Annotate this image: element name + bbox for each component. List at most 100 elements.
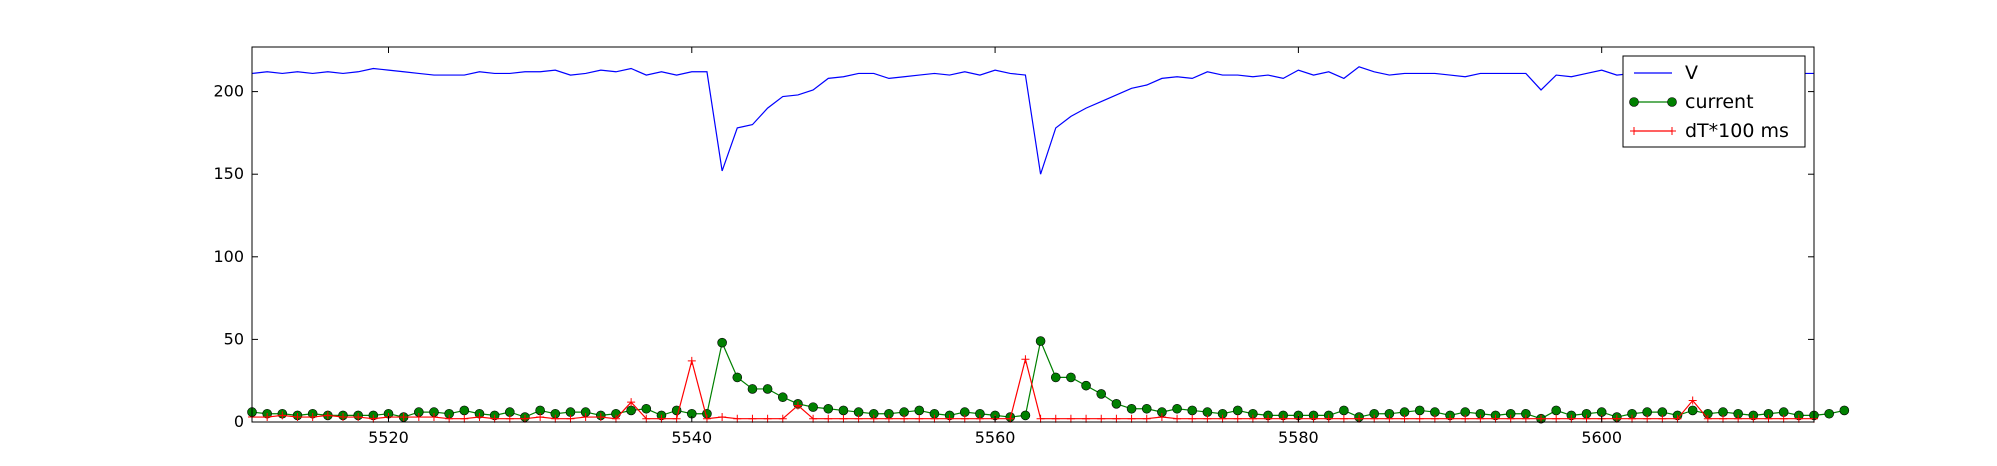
data-point [900,414,909,423]
data-point [1097,414,1106,423]
data-point [1127,414,1136,423]
data-point [1703,414,1712,423]
data-point [1141,403,1152,414]
series-line-v [251,66,1814,175]
data-point [763,414,772,423]
data-point [1324,414,1333,423]
data-point [1552,414,1561,423]
data-point [445,414,454,423]
data-point [1082,414,1091,423]
data-point [1521,414,1530,423]
data-point [960,414,969,423]
data-point [642,414,651,423]
data-point [278,411,287,420]
data-point [975,414,984,423]
data-point [657,414,666,423]
data-point [1187,405,1198,416]
legend-marker [1667,97,1677,107]
data-point [1142,414,1151,423]
legend-label: current [1685,91,1754,113]
data-point [1020,410,1031,421]
data-point [1673,414,1682,423]
data-point [308,413,317,422]
data-point [1066,414,1075,423]
data-point [823,403,834,414]
data-point [1050,372,1061,383]
data-point [778,414,787,423]
data-point [1248,414,1257,423]
data-point [1051,414,1060,423]
data-point [293,413,302,422]
data-point [1339,414,1348,423]
data-point [323,411,332,420]
data-point [747,384,758,394]
legend-label: V [1685,62,1698,84]
data-point [536,413,545,422]
data-point [1066,372,1076,383]
legend-marker [1629,97,1639,107]
data-point [1476,414,1485,423]
data-point [1035,336,1046,346]
data-point [1385,414,1394,423]
x-tick-label: 5520 [368,428,409,447]
data-point [263,413,272,422]
x-tick-label: 5560 [975,428,1016,447]
data-point [732,372,743,383]
data-point [354,413,363,422]
data-point [1339,405,1349,416]
data-point [1687,405,1698,416]
data-point [1172,403,1182,414]
data-point [414,413,423,422]
data-point [338,413,347,422]
data-point [762,384,773,394]
data-point [945,414,954,423]
data-point [566,414,575,423]
legend-entry: V [1634,62,1698,84]
data-point [1643,414,1652,423]
data-point [1506,414,1515,423]
legend-label: dT*100 ms [1685,120,1789,142]
data-point [930,414,939,423]
data-point [1779,414,1788,423]
y-tick-label: 100 [213,247,244,266]
data-point [884,414,893,423]
data-point [1749,414,1758,423]
data-point [914,405,925,416]
ticks-layer: 5520 5540 5560 5580 5600 0 50 100 150 200 [213,47,1814,447]
data-point [1233,414,1242,423]
data-point [1612,414,1621,423]
legend-marker [1668,127,1676,135]
data-point [475,413,484,422]
data-point [1734,414,1743,423]
data-point [1126,403,1137,414]
data-point [460,414,469,423]
data-point [869,414,878,423]
data-point [1021,355,1030,364]
y-tick-label: 150 [213,164,244,183]
data-point [551,414,560,423]
data-point [581,413,590,422]
data-point [627,398,636,407]
data-point [838,405,849,416]
data-point [596,413,605,422]
legend-entry: dT*100 ms [1630,120,1789,142]
data-point [1096,389,1107,399]
data-point [641,403,652,414]
data-point [1719,414,1728,423]
data-point [399,413,408,422]
data-point [717,337,727,348]
data-point [1461,414,1470,423]
data-point [1551,405,1561,416]
data-point [1157,413,1166,422]
x-tick-label: 5600 [1581,428,1622,447]
data-point [1232,405,1243,416]
data-point [1370,414,1379,423]
data-point [1567,414,1576,423]
data-point [1430,414,1439,423]
data-point [459,405,470,416]
data-point [1355,414,1364,423]
data-point [733,414,742,423]
data-point [1446,414,1455,423]
series-v [251,66,1814,175]
